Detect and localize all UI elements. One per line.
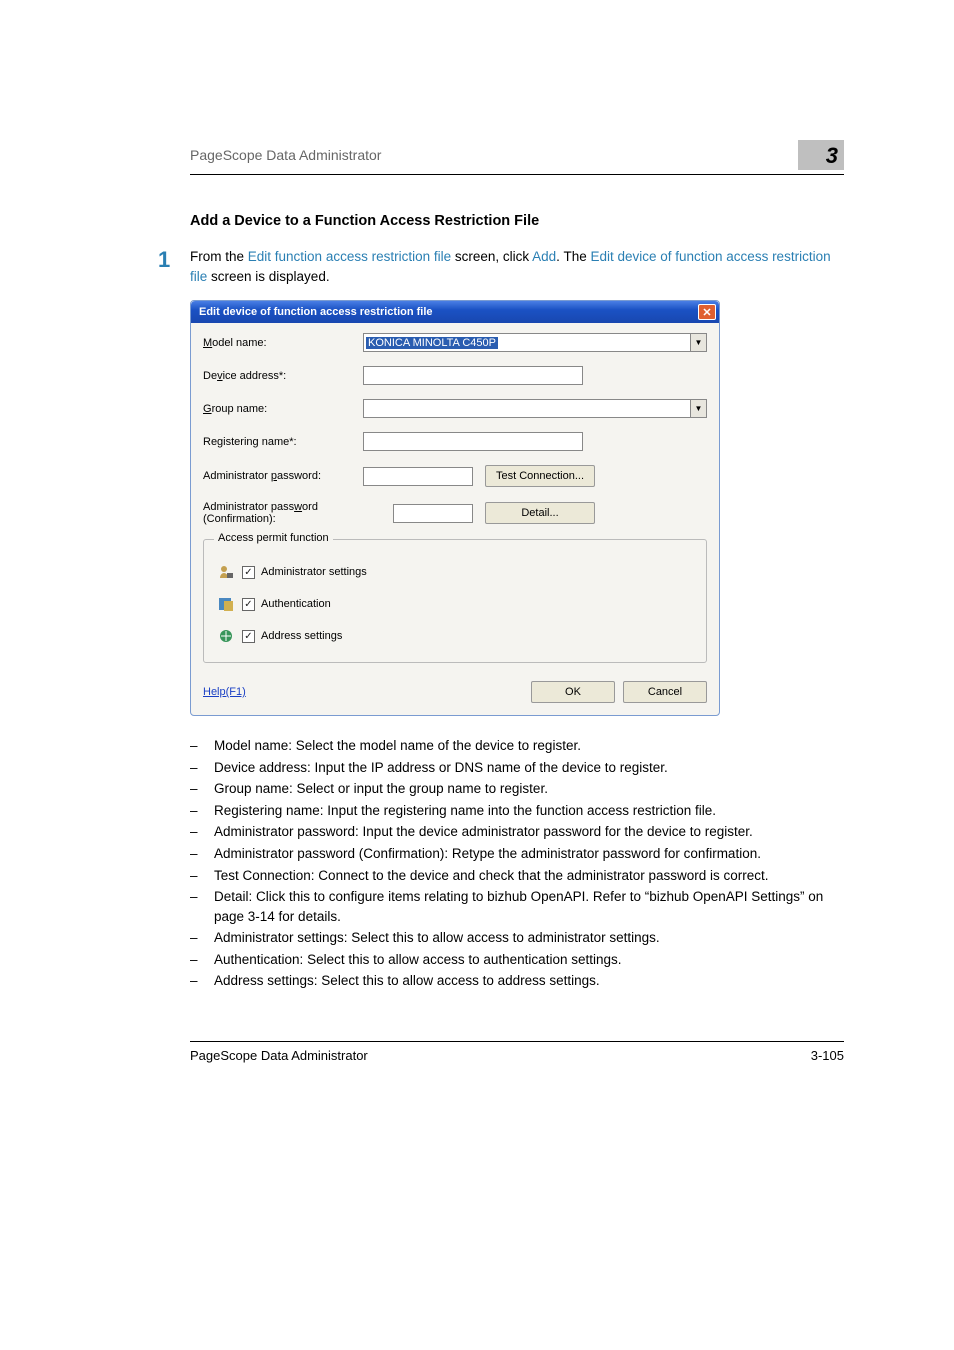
step-text: From the Edit function access restrictio… xyxy=(190,247,844,286)
bullet-dash: – xyxy=(190,758,214,778)
bullet-text: Test Connection: Connect to the device a… xyxy=(214,866,844,886)
admin-icon xyxy=(218,564,234,580)
bullet-dash: – xyxy=(190,928,214,948)
description-list: –Model name: Select the model name of th… xyxy=(190,736,844,991)
address-icon xyxy=(218,628,234,644)
admin-checkbox[interactable]: ✓ xyxy=(242,566,255,579)
device-address-input[interactable] xyxy=(363,366,583,385)
list-item: –Model name: Select the model name of th… xyxy=(190,736,844,756)
bullet-text: Device address: Input the IP address or … xyxy=(214,758,844,778)
list-item: –Authentication: Select this to allow ac… xyxy=(190,950,844,970)
header-product: PageScope Data Administrator xyxy=(190,147,381,163)
step-link-1: Edit function access restriction file xyxy=(248,249,451,264)
label-device-address: Device address*: xyxy=(203,370,363,382)
test-connection-button[interactable]: Test Connection... xyxy=(485,465,595,487)
step-text-1c: . xyxy=(556,249,560,264)
label-model: Model name: xyxy=(203,337,363,349)
section-title: Add a Device to a Function Access Restri… xyxy=(190,213,844,229)
bullet-text: Authentication: Select this to allow acc… xyxy=(214,950,844,970)
bullet-dash: – xyxy=(190,887,214,926)
list-item: –Group name: Select or input the group n… xyxy=(190,779,844,799)
cancel-button[interactable]: Cancel xyxy=(623,681,707,703)
admin-password-confirm-input[interactable] xyxy=(393,504,473,523)
list-item: –Administrator password: Input the devic… xyxy=(190,822,844,842)
dialog-titlebar: Edit device of function access restricti… xyxy=(191,301,719,323)
footer-product: PageScope Data Administrator xyxy=(190,1048,368,1063)
bullet-dash: – xyxy=(190,950,214,970)
bullet-text: Address settings: Select this to allow a… xyxy=(214,971,844,991)
footer-rule xyxy=(190,1041,844,1042)
bullet-dash: – xyxy=(190,801,214,821)
bullet-dash: – xyxy=(190,971,214,991)
list-item: –Device address: Input the IP address or… xyxy=(190,758,844,778)
step-text-1a: From the xyxy=(190,249,248,264)
label-address-settings: Address settings xyxy=(261,630,342,642)
chapter-badge: 3 xyxy=(798,140,844,170)
dialog-edit-device: Edit device of function access restricti… xyxy=(190,300,720,716)
header-rule xyxy=(190,174,844,175)
access-permit-fieldset: Access permit function ✓ Administrator s… xyxy=(203,539,707,663)
admin-password-input[interactable] xyxy=(363,467,473,486)
step-number: 1 xyxy=(110,247,190,286)
chevron-down-icon[interactable]: ▼ xyxy=(690,399,707,418)
bullet-text: Detail: Click this to configure items re… xyxy=(214,887,844,926)
list-item: –Administrator settings: Select this to … xyxy=(190,928,844,948)
bullet-text: Administrator settings: Select this to a… xyxy=(214,928,844,948)
ok-button[interactable]: OK xyxy=(531,681,615,703)
address-checkbox[interactable]: ✓ xyxy=(242,630,255,643)
close-icon[interactable]: ✕ xyxy=(698,304,716,320)
bullet-dash: – xyxy=(190,736,214,756)
help-link[interactable]: Help(F1) xyxy=(203,686,246,698)
list-item: –Registering name: Input the registering… xyxy=(190,801,844,821)
registering-name-input[interactable] xyxy=(363,432,583,451)
list-item: –Test Connection: Connect to the device … xyxy=(190,866,844,886)
dialog-title: Edit device of function access restricti… xyxy=(199,306,433,318)
bullet-dash: – xyxy=(190,779,214,799)
label-admin-password-confirm: Administrator password (Confirmation): xyxy=(203,501,393,525)
bullet-text: Administrator password (Confirmation): R… xyxy=(214,844,844,864)
bullet-text: Registering name: Input the registering … xyxy=(214,801,844,821)
step-link-add: Add xyxy=(532,249,556,264)
bullet-text: Group name: Select or input the group na… xyxy=(214,779,844,799)
label-group: Group name: xyxy=(203,403,363,415)
bullet-dash: – xyxy=(190,866,214,886)
label-admin-settings: Administrator settings xyxy=(261,566,367,578)
model-select[interactable]: KONICA MINOLTA C450P xyxy=(363,333,690,352)
list-item: –Detail: Click this to configure items r… xyxy=(190,887,844,926)
label-registering-name: Registering name*: xyxy=(203,436,363,448)
step-text-2a: The xyxy=(563,249,590,264)
fieldset-legend: Access permit function xyxy=(214,532,333,544)
bullet-text: Model name: Select the model name of the… xyxy=(214,736,844,756)
list-item: –Address settings: Select this to allow … xyxy=(190,971,844,991)
bullet-dash: – xyxy=(190,844,214,864)
chevron-down-icon[interactable]: ▼ xyxy=(690,333,707,352)
bullet-dash: – xyxy=(190,822,214,842)
group-select[interactable] xyxy=(363,399,690,418)
detail-button[interactable]: Detail... xyxy=(485,502,595,524)
list-item: –Administrator password (Confirmation): … xyxy=(190,844,844,864)
bullet-text: Administrator password: Input the device… xyxy=(214,822,844,842)
label-admin-password: Administrator password: xyxy=(203,470,363,482)
step-text-2b: screen is displayed. xyxy=(207,269,329,284)
label-authentication: Authentication xyxy=(261,598,331,610)
auth-checkbox[interactable]: ✓ xyxy=(242,598,255,611)
step-text-1b: screen, click xyxy=(451,249,532,264)
footer-page: 3-105 xyxy=(811,1048,844,1063)
auth-icon xyxy=(218,596,234,612)
